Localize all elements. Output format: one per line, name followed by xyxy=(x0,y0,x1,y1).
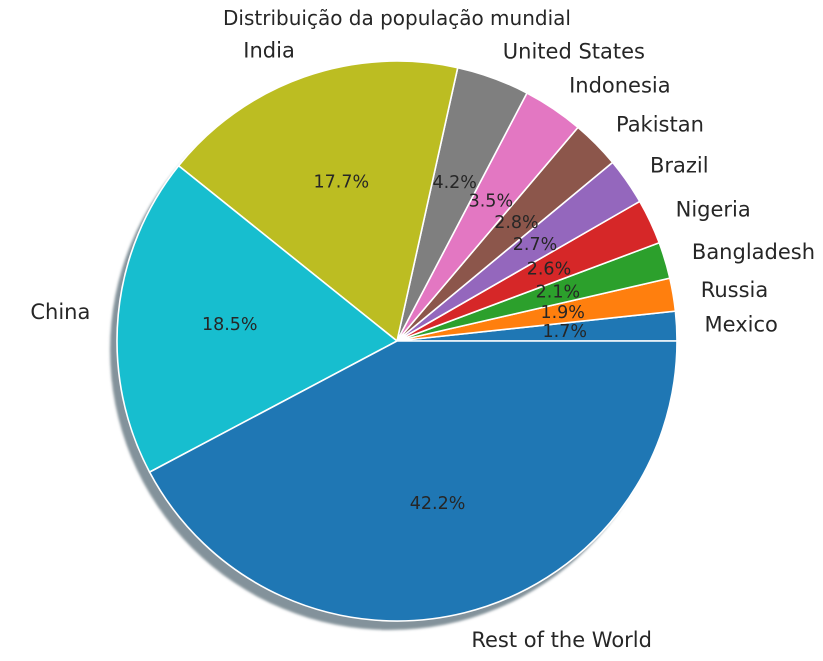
percent-label-rest-of-the-world: 42.2% xyxy=(410,494,466,514)
percent-labels: 1.7%1.9%2.1% 2.6% 2.7%2.8%3.5%4.2% 17.7% 18.… xyxy=(202,173,587,515)
percent-label-indonesia: 3.5% xyxy=(469,192,513,212)
percent-label-nigeria: 2.6% xyxy=(527,259,571,279)
category-label-rest-of-the-world: Rest of the World xyxy=(471,628,652,652)
slice-china xyxy=(116,164,398,473)
percent-label-russia: 1.9% xyxy=(540,303,584,323)
category-label-bangladesh: Bangladesh xyxy=(692,240,815,264)
category-label-united-states: United States xyxy=(503,40,645,64)
category-labels: Mexico Russia Bangladesh Nigeria Brazil Pakis… xyxy=(30,38,815,651)
pie-slices xyxy=(116,60,678,622)
percent-label-china: 18.5% xyxy=(202,315,258,335)
percent-label-pakistan: 2.8% xyxy=(494,213,538,233)
percent-label-united-states: 4.2% xyxy=(432,173,476,193)
category-label-nigeria: Nigeria xyxy=(676,198,751,222)
percent-label-brazil: 2.7% xyxy=(513,235,557,255)
category-label-russia: Russia xyxy=(701,278,769,302)
category-label-mexico: Mexico xyxy=(705,313,778,337)
percent-label-bangladesh: 2.1% xyxy=(536,283,580,303)
category-label-pakistan: Pakistan xyxy=(616,112,704,136)
category-label-india: India xyxy=(243,38,295,62)
slice-india xyxy=(177,60,459,342)
percent-label-india: 17.7% xyxy=(313,173,369,193)
slice-rest-of-the-world xyxy=(148,340,678,622)
category-label-brazil: Brazil xyxy=(650,153,709,177)
chart-title: Distribuição da população mundial xyxy=(223,6,571,30)
category-label-indonesia: Indonesia xyxy=(569,74,671,98)
percent-label-mexico: 1.7% xyxy=(543,322,587,342)
category-label-china: China xyxy=(30,300,90,324)
